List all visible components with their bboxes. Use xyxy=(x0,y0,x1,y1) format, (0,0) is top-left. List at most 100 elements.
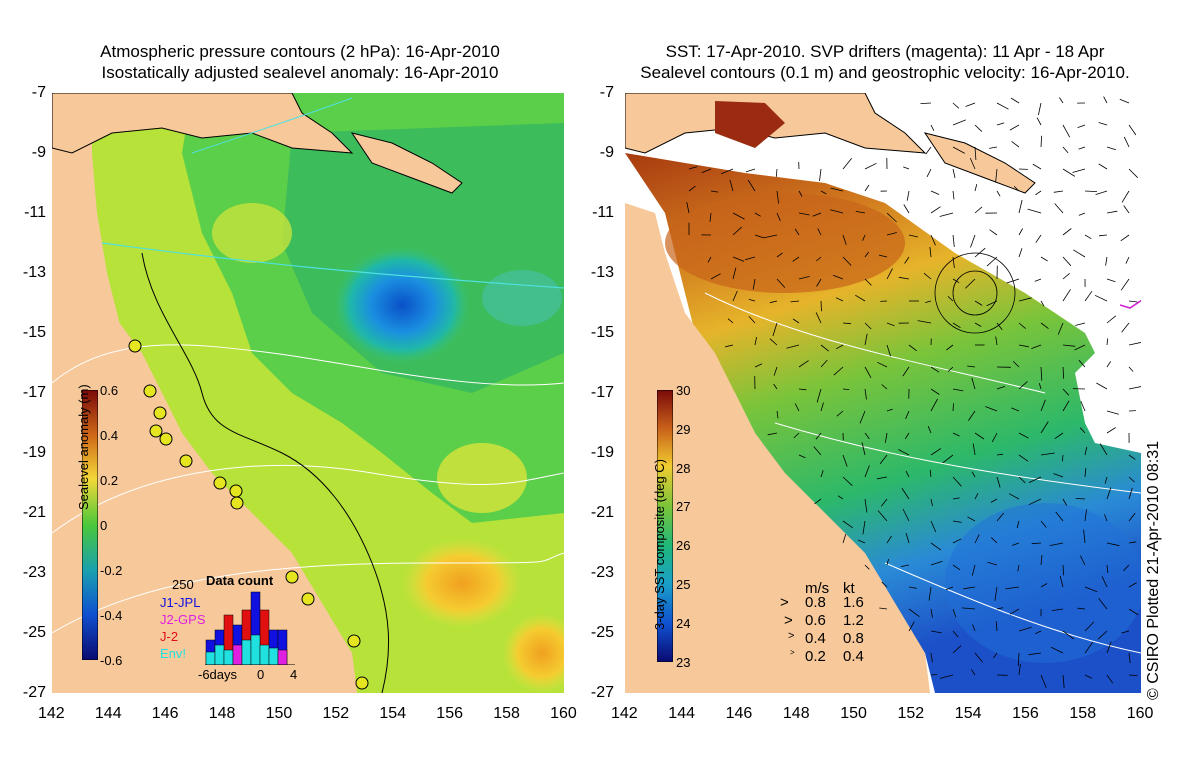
legend-j2-gps: J2-GPS xyxy=(160,612,206,627)
velocity-arrow xyxy=(1084,621,1095,632)
velocity-arrow xyxy=(952,256,955,268)
velocity-arrow xyxy=(842,322,851,325)
velocity-arrow xyxy=(996,512,1005,522)
velocity-arrow xyxy=(963,586,976,590)
velocity-arrow xyxy=(836,344,844,350)
right-y-tick: -27 xyxy=(590,684,614,701)
velocity-arrow xyxy=(1106,410,1119,415)
left-x-tick: 146 xyxy=(151,705,179,722)
velocity-arrow xyxy=(1084,468,1087,478)
velocity-arrow xyxy=(1106,361,1112,368)
legend-env: Env! xyxy=(160,646,187,661)
velocity-arrow xyxy=(1123,205,1130,214)
velocity-arrow xyxy=(1055,511,1064,522)
velocity-arrow xyxy=(1074,344,1086,351)
velocity-arrow xyxy=(1062,400,1070,412)
velocity-arrow xyxy=(1106,338,1109,346)
velocity-arrow xyxy=(773,383,778,390)
data-count-xtick-zero: 0 xyxy=(257,667,265,682)
velocity-arrow xyxy=(1027,208,1042,214)
left-y-tick: -25 xyxy=(22,624,46,641)
left-y-tick: -15 xyxy=(22,324,46,341)
sealevel-colorbar-tick: -0.2 xyxy=(100,563,123,578)
sst-colorbar-label: 3-day SST composite (deg C) xyxy=(652,459,667,630)
velocity-arrow xyxy=(902,508,910,522)
sst-colorbar-tick: 28 xyxy=(676,460,691,476)
velocity-arrow xyxy=(815,432,822,440)
velocity-arrow xyxy=(1062,289,1071,302)
velocity-arrow xyxy=(991,432,998,443)
right-x-tick: 148 xyxy=(782,705,810,722)
data-count-xtick-end: 4 xyxy=(290,667,298,682)
velocity-arrow xyxy=(995,168,998,183)
velocity-arrow xyxy=(792,318,800,324)
velocity-arrow xyxy=(996,453,1004,456)
velocity-arrow xyxy=(971,377,976,390)
velocity-arrow xyxy=(908,586,917,589)
velocity-arrow xyxy=(1057,322,1064,335)
velocity-arrow xyxy=(864,366,872,378)
velocity-arrow xyxy=(1128,342,1141,346)
velocity-arrow xyxy=(1062,228,1072,236)
velocity-arrow xyxy=(1103,96,1108,104)
velocity-arrow xyxy=(686,202,690,214)
velocity-arrow xyxy=(769,338,778,346)
velocity-arrow xyxy=(1128,487,1133,500)
velocity-arrow xyxy=(969,157,976,170)
velocity-arrow xyxy=(798,212,810,216)
velocity-arrow xyxy=(1017,564,1020,572)
right-x-tick: 146 xyxy=(725,705,753,722)
sealevel-colorbar-tick: -0.4 xyxy=(100,608,123,623)
velocity-arrow xyxy=(794,228,800,236)
right-y-tick: -15 xyxy=(590,324,614,341)
velocity-arrow xyxy=(1105,256,1108,266)
velocity-arrow xyxy=(952,388,964,392)
velocity-arrow xyxy=(1062,454,1064,462)
left-y-tick: -11 xyxy=(24,204,46,221)
velocity-arrow xyxy=(917,320,932,324)
velocity-arrow xyxy=(688,166,698,170)
velocity-arrow xyxy=(793,432,800,439)
left-x-tick: 158 xyxy=(493,705,520,722)
velocity-arrow xyxy=(930,190,940,195)
velocity-arrow xyxy=(709,212,712,222)
velocity-arrow xyxy=(990,537,998,544)
velocity-arrow xyxy=(1106,427,1116,434)
sealevel-colorbar-tick: 0.2 xyxy=(100,473,119,488)
velocity-arrow xyxy=(732,290,738,302)
velocity-arrow xyxy=(994,586,998,601)
right-x-tick: 156 xyxy=(1012,705,1039,722)
velocity-arrow xyxy=(881,384,888,390)
velocity-arrow xyxy=(1062,168,1076,177)
velocity-arrow xyxy=(961,607,976,610)
velocity-arrow xyxy=(901,487,910,500)
velocity-arrow xyxy=(1016,520,1020,529)
velocity-arrow xyxy=(1084,446,1088,456)
velocity-arrow xyxy=(974,146,977,161)
velocity-arrow xyxy=(1050,646,1064,654)
velocity-arrow xyxy=(859,410,866,424)
velocity-arrow xyxy=(864,432,870,440)
velocity-arrow xyxy=(1128,608,1139,616)
velocity-arrow xyxy=(952,608,957,618)
velocity-arrow xyxy=(1040,366,1043,381)
velocity-legend-header-ms: m/s xyxy=(805,580,830,597)
velocity-arrow xyxy=(1053,473,1064,478)
velocity-arrow xyxy=(776,252,783,258)
velocity-arrow xyxy=(1054,203,1064,214)
velocity-arrow xyxy=(968,410,976,421)
velocity-arrow xyxy=(1123,564,1130,572)
velocity-arrow xyxy=(930,542,942,551)
velocity-arrow xyxy=(903,204,910,214)
velocity-arrow xyxy=(903,166,910,170)
left-x-tick: 142 xyxy=(38,705,65,722)
velocity-arrow xyxy=(930,398,938,412)
velocity-arrow xyxy=(906,190,910,201)
right-x-tick: 160 xyxy=(1126,705,1154,722)
velocity-arrow xyxy=(996,607,1003,610)
velocity-arrow xyxy=(1101,576,1108,588)
sst-colorbar-tick: 23 xyxy=(676,654,691,670)
velocity-arrow xyxy=(1128,168,1138,178)
velocity-arrow xyxy=(1080,400,1086,412)
velocity-arrow xyxy=(929,469,932,478)
